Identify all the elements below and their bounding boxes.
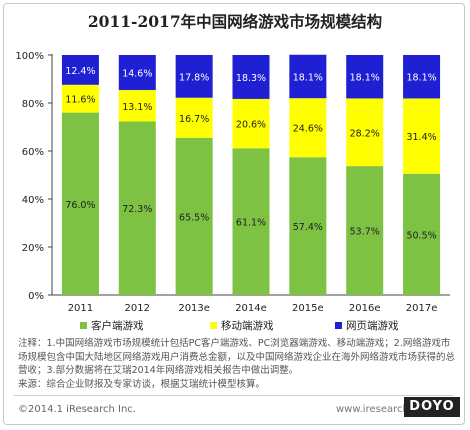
y-tick-label: 80% (22, 99, 44, 110)
legend-swatch-client (80, 322, 87, 329)
legend-item-web: 网页端游戏 (335, 318, 399, 333)
data-label: 18.1% (293, 72, 323, 83)
bar-segment (232, 148, 270, 295)
data-label: 16.7% (179, 114, 209, 125)
chart-title: 2011-2017年中国网络游戏市场规模结构 (87, 12, 383, 31)
website-text: www.iresearch.com.cn (336, 404, 449, 415)
legend-label-client: 客户端游戏 (91, 320, 144, 332)
bar-segment (118, 90, 156, 122)
bar-segment (118, 55, 156, 91)
data-label: 18.1% (350, 73, 380, 84)
doyo-logo: DOYO (404, 397, 460, 417)
data-label: 20.6% (236, 120, 266, 131)
y-tick-label: 40% (22, 195, 44, 206)
bar-segment (175, 137, 213, 295)
x-tick-label: 2014e (235, 303, 267, 314)
x-tick-label: 2016e (349, 303, 381, 314)
x-tick-label: 2013e (178, 303, 210, 314)
stacked-bar-chart: 0% 20% 40% 60% 80% 100% 76.0% 11.6% 12.4% 2011 72… (15, 51, 450, 314)
legend-label-web: 网页端游戏 (346, 320, 399, 332)
bar-segment (346, 98, 384, 167)
legend-label-mobile: 移动端游戏 (221, 320, 274, 332)
data-label: 14.6% (122, 69, 152, 80)
note-annotation: 注释：1.中国网络游戏市场规模统计包括PC客户端游戏、PC浏览器端游戏、移动端游… (18, 338, 456, 376)
bar-segment (346, 166, 384, 295)
legend-swatch-web (335, 322, 342, 329)
legend-swatch-mobile (210, 322, 217, 329)
bar-segment (289, 98, 327, 158)
y-tick-label: 0% (28, 291, 44, 302)
bar-segment (346, 55, 384, 99)
y-tick-label: 60% (22, 147, 44, 158)
data-label: 61.1% (236, 218, 266, 229)
bar-segment (403, 173, 441, 295)
bar-segment (61, 55, 99, 85)
bar-segment (232, 98, 270, 149)
legend-item-client: 客户端游戏 (80, 318, 144, 333)
data-label: 65.5% (179, 212, 209, 223)
chart-legend: 客户端游戏 移动端游戏 网页端游戏 (0, 318, 470, 334)
data-label: 13.1% (122, 102, 152, 113)
footer-divider (14, 395, 454, 396)
bar-segment (175, 55, 213, 98)
y-tick-label: 100% (15, 51, 44, 62)
copyright-text: ©2014.1 iResearch Inc. (18, 404, 136, 415)
data-label: 12.4% (65, 66, 95, 77)
data-label: 76.0% (65, 200, 95, 211)
bar-segment (232, 55, 270, 99)
data-label: 17.8% (179, 72, 209, 83)
x-tick-label: 2017e (406, 303, 438, 314)
data-label: 53.7% (350, 227, 380, 238)
bar-segment (289, 157, 327, 295)
data-label: 57.4% (293, 222, 323, 233)
x-tick-label: 2011 (68, 303, 93, 314)
note-source: 来源：综合企业财报及专家访谈，根据艾瑞统计模型核算。 (18, 378, 266, 390)
x-tick-label: 2012 (125, 303, 150, 314)
bar-segment (175, 97, 213, 138)
bar-segment (403, 98, 441, 174)
y-tick-label: 20% (22, 243, 44, 254)
x-tick-label: 2015e (292, 303, 324, 314)
legend-item-mobile: 移动端游戏 (210, 318, 274, 333)
data-label: 50.5% (406, 230, 436, 241)
bar-segment (403, 55, 441, 99)
data-label: 72.3% (122, 204, 152, 215)
bar-segment (61, 84, 99, 113)
data-label: 31.4% (406, 132, 436, 143)
bar-segment (61, 112, 99, 295)
data-label: 28.2% (350, 128, 380, 139)
chart-notes: 注释：1.中国网络游戏市场规模统计包括PC客户端游戏、PC浏览器端游戏、移动端游… (18, 337, 458, 391)
data-label: 11.6% (65, 95, 95, 106)
bar-segment (289, 54, 327, 99)
data-label: 18.3% (236, 73, 266, 84)
data-label: 18.1% (406, 73, 436, 84)
data-label: 24.6% (293, 124, 323, 135)
bar-segment (118, 121, 156, 295)
